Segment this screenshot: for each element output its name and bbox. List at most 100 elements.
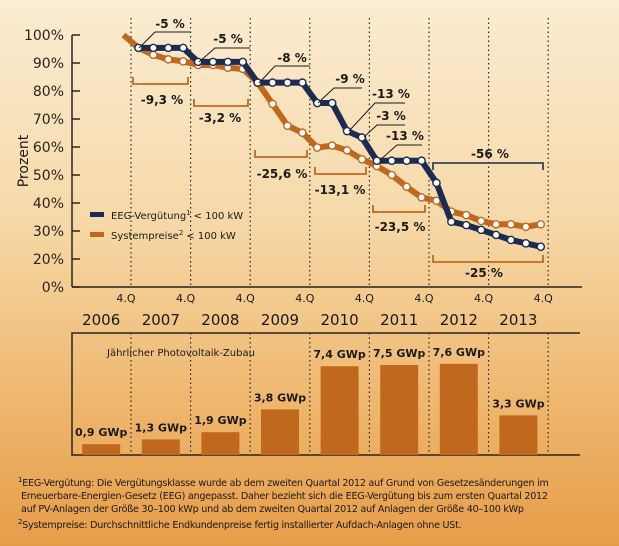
- chart-canvas: 4.Q 4.Q 4.Q 4.Q 4.Q 4.Q 4.Q 4.Q 100% 90% 80% 70% 60%…: [16, 17, 582, 456]
- data-point-eeg: [402, 156, 411, 166]
- year-label: 2010: [321, 311, 359, 329]
- legend-swatch-eeg: [90, 212, 104, 217]
- y-tick-label: 20%: [33, 252, 64, 268]
- data-point-eeg: [253, 78, 262, 87]
- bar-value-label: 3,8 GWp: [254, 391, 306, 404]
- bracket-systempreise: [314, 167, 367, 175]
- data-point-systempreise: [461, 210, 471, 220]
- data-point-eeg: [149, 43, 158, 53]
- annotation-leader-line: [258, 65, 310, 84]
- bar-2008: [201, 432, 240, 455]
- annotation-eeg-change: -5 %: [155, 17, 185, 31]
- bracket-systempreise: [432, 255, 544, 263]
- annotation-system-change: -25,6 %: [257, 167, 308, 181]
- year-label: 2012: [440, 311, 478, 329]
- annotation-system-change: -3,2 %: [199, 111, 241, 125]
- footnote-2: 2Systempreise: Durchschnittliche Endkund…: [18, 516, 608, 532]
- bar-2009: [261, 409, 299, 455]
- data-point-systempreise: [476, 216, 486, 226]
- data-point-eeg: [461, 220, 471, 230]
- data-point-eeg: [506, 235, 516, 245]
- data-point-systempreise: [506, 219, 516, 229]
- y-tick-label: 60%: [33, 140, 64, 156]
- annotation-system-change: -23,5 %: [375, 220, 426, 234]
- footnote-text: Systempreise: Durchschnittliche Endkunde…: [22, 520, 462, 531]
- annotation-system-change: -13,1 %: [315, 183, 366, 197]
- footnote-1: 1EEG-Vergütung: Die Vergütungsklasse wur…: [18, 474, 608, 490]
- data-point-eeg: [283, 78, 292, 87]
- y-tick-label: 0%: [42, 280, 64, 296]
- y-tick-label: 90%: [33, 56, 64, 72]
- x-tick-label-4q: 4.Q: [414, 292, 433, 305]
- data-point-systempreise: [149, 50, 158, 60]
- bar-value-label: 7,6 GWp: [433, 346, 485, 359]
- annotation-eeg-change: -8 %: [277, 51, 307, 65]
- annotation-eeg-change: -13 %: [386, 129, 424, 143]
- data-point-eeg: [193, 57, 203, 67]
- y-axis-label: Prozent: [16, 134, 32, 187]
- data-point-eeg: [491, 230, 501, 240]
- data-point-eeg: [447, 217, 456, 227]
- annotation-eeg-change: -56 %: [471, 147, 509, 161]
- annotation-eeg-change: -3 %: [376, 109, 406, 123]
- annotation-leader-line: [348, 102, 405, 132]
- data-point-systempreise: [178, 57, 188, 66]
- data-point-eeg: [432, 178, 441, 188]
- data-point-systempreise: [163, 55, 173, 64]
- data-point-eeg: [417, 156, 426, 166]
- year-label: 2011: [380, 311, 418, 329]
- annotation-system-change: -25 %: [465, 266, 503, 280]
- data-point-eeg: [298, 78, 307, 87]
- data-point-systempreise: [357, 155, 367, 164]
- annotation-leader-line: [198, 47, 250, 63]
- legend-series-name: EEG-Vergütung: [111, 211, 186, 222]
- data-point-systempreise: [342, 146, 352, 155]
- data-point-systempreise: [312, 143, 322, 152]
- x-tick-label-4q: 4.Q: [534, 292, 553, 305]
- x-tick-label-4q: 4.Q: [474, 292, 493, 305]
- annotation-leader-line: [317, 87, 362, 104]
- data-point-eeg: [521, 239, 531, 248]
- data-point-systempreise: [432, 196, 441, 206]
- y-tick-label: 30%: [33, 224, 64, 240]
- annotation-leader-line: [363, 124, 405, 138]
- bracket-systempreise: [132, 77, 189, 85]
- y-tick-label: 70%: [33, 112, 64, 128]
- year-label: 2013: [499, 311, 537, 329]
- bar-value-label: 7,5 GWp: [373, 347, 425, 360]
- bar-chart-title: Jährlicher Photovoltaik-Zubau: [106, 348, 255, 359]
- data-point-eeg: [178, 43, 188, 53]
- legend-footnote-mark: 2: [179, 229, 183, 237]
- data-point-eeg: [163, 43, 173, 53]
- data-point-systempreise: [417, 193, 426, 202]
- legend-unit: < 100 kW: [186, 231, 236, 242]
- legend-label: EEG-Vergütung1 < 100 kW: [111, 209, 243, 222]
- bar-2006: [82, 444, 121, 455]
- data-point-systempreise: [298, 128, 307, 138]
- x-tick-label-4q: 4.Q: [295, 292, 314, 305]
- data-point-eeg: [476, 225, 486, 235]
- bracket-systempreise: [372, 205, 426, 213]
- data-point-systempreise: [491, 219, 501, 229]
- x-tick-label-4q: 4.Q: [176, 292, 195, 305]
- data-point-systempreise: [536, 219, 546, 229]
- year-label: 2007: [142, 311, 180, 329]
- legend-footnote-mark: 1: [186, 209, 190, 217]
- annotation-leader-line: [138, 31, 190, 49]
- bar-value-label: 3,3 GWp: [492, 397, 544, 410]
- series-line-eeg: [138, 44, 542, 250]
- year-label: 2009: [261, 311, 299, 329]
- bar-value-label: 7,4 GWp: [313, 348, 365, 361]
- data-point-eeg: [238, 57, 248, 67]
- bar-value-label: 1,9 GWp: [194, 414, 246, 427]
- bar-2011: [380, 365, 419, 455]
- data-point-eeg: [223, 57, 233, 67]
- bar-value-label: 0,9 GWp: [75, 426, 127, 439]
- data-point-systempreise: [327, 141, 337, 150]
- footnote-text: EEG-Vergütung: Die Vergütungsklasse wurd…: [22, 478, 549, 489]
- data-point-systempreise: [283, 121, 292, 131]
- data-point-systempreise: [387, 170, 397, 180]
- data-point-eeg: [357, 133, 367, 142]
- footnote-1-line-3: auf PV-Anlagen der Größe 30–100 kWp und …: [21, 504, 524, 515]
